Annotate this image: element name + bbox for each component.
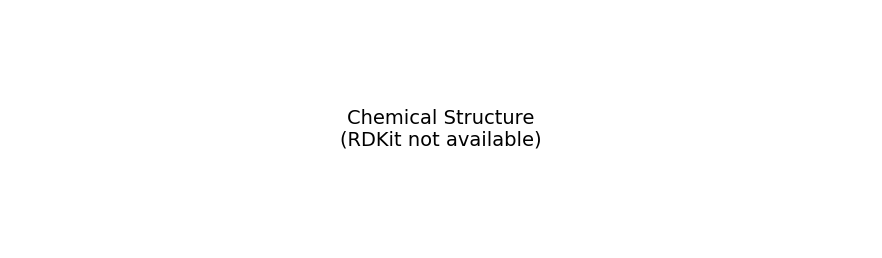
Text: Chemical Structure
(RDKit not available): Chemical Structure (RDKit not available) [340,109,542,149]
